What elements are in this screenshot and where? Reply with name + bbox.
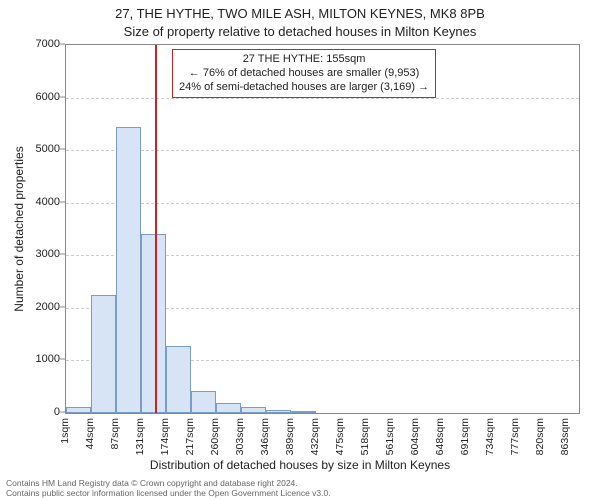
chart-title-address: 27, THE HYTHE, TWO MILE ASH, MILTON KEYN…	[0, 6, 600, 21]
footer-line-1: Contains HM Land Registry data © Crown c…	[6, 478, 331, 488]
y-tick-label: 5000	[10, 143, 60, 155]
x-tick-label: 777sqm	[509, 418, 521, 455]
annotation-line-2: ← 76% of detached houses are smaller (9,…	[179, 67, 429, 81]
annotation-box: 27 THE HYTHE: 155sqm ← 76% of detached h…	[172, 49, 436, 98]
gridline	[66, 150, 579, 151]
y-tick	[60, 201, 65, 202]
y-tick	[60, 359, 65, 360]
x-tick-label: 87sqm	[109, 418, 121, 450]
histogram-bar	[116, 127, 142, 414]
gridline	[66, 203, 579, 204]
x-tick-label: 518sqm	[359, 418, 371, 455]
annotation-line-1: 27 THE HYTHE: 155sqm	[179, 53, 429, 67]
y-tick-label: 2000	[10, 301, 60, 313]
footer-line-2: Contains public sector information licen…	[6, 488, 331, 498]
y-tick	[60, 96, 65, 97]
property-size-histogram: 27, THE HYTHE, TWO MILE ASH, MILTON KEYN…	[0, 0, 600, 500]
x-tick-label: 604sqm	[409, 418, 421, 455]
y-tick	[60, 149, 65, 150]
x-tick-label: 648sqm	[434, 418, 446, 455]
x-tick-label: 691sqm	[459, 418, 471, 455]
annotation-line-3: 24% of semi-detached houses are larger (…	[179, 81, 429, 95]
histogram-bar	[66, 407, 91, 413]
x-tick-label: 734sqm	[484, 418, 496, 455]
histogram-bar	[291, 411, 316, 413]
x-tick-label: 44sqm	[84, 418, 96, 450]
histogram-bar	[216, 403, 241, 413]
y-tick	[60, 254, 65, 255]
y-tick-label: 7000	[10, 38, 60, 50]
x-tick-label: 260sqm	[209, 418, 221, 455]
histogram-bar	[166, 346, 191, 413]
x-tick-label: 346sqm	[259, 418, 271, 455]
x-tick-label: 303sqm	[234, 418, 246, 455]
x-tick-label: 820sqm	[534, 418, 546, 455]
x-tick-label: 1sqm	[59, 418, 71, 444]
x-tick-label: 389sqm	[284, 418, 296, 455]
y-tick-label: 3000	[10, 248, 60, 260]
y-tick-label: 1000	[10, 353, 60, 365]
x-tick-label: 475sqm	[334, 418, 346, 455]
x-tick-label: 863sqm	[559, 418, 571, 455]
y-tick-label: 4000	[10, 196, 60, 208]
histogram-bar	[266, 410, 291, 413]
y-tick	[60, 44, 65, 45]
y-tick	[60, 306, 65, 307]
data-attribution: Contains HM Land Registry data © Crown c…	[6, 478, 331, 498]
histogram-bar	[191, 391, 216, 413]
histogram-bar	[241, 407, 266, 413]
x-tick-label: 561sqm	[384, 418, 396, 455]
x-tick-label: 174sqm	[159, 418, 171, 455]
plot-area: 27 THE HYTHE: 155sqm ← 76% of detached h…	[65, 44, 580, 414]
y-tick	[60, 412, 65, 413]
x-tick-label: 131sqm	[134, 418, 146, 455]
y-tick-label: 0	[10, 406, 60, 418]
histogram-bar	[91, 295, 116, 413]
chart-subtitle: Size of property relative to detached ho…	[0, 24, 600, 39]
x-axis-label: Distribution of detached houses by size …	[0, 458, 600, 472]
x-tick-label: 217sqm	[184, 418, 196, 455]
reference-line	[155, 45, 157, 413]
histogram-bar	[141, 234, 166, 413]
y-tick-label: 6000	[10, 91, 60, 103]
x-tick-label: 432sqm	[309, 418, 321, 455]
